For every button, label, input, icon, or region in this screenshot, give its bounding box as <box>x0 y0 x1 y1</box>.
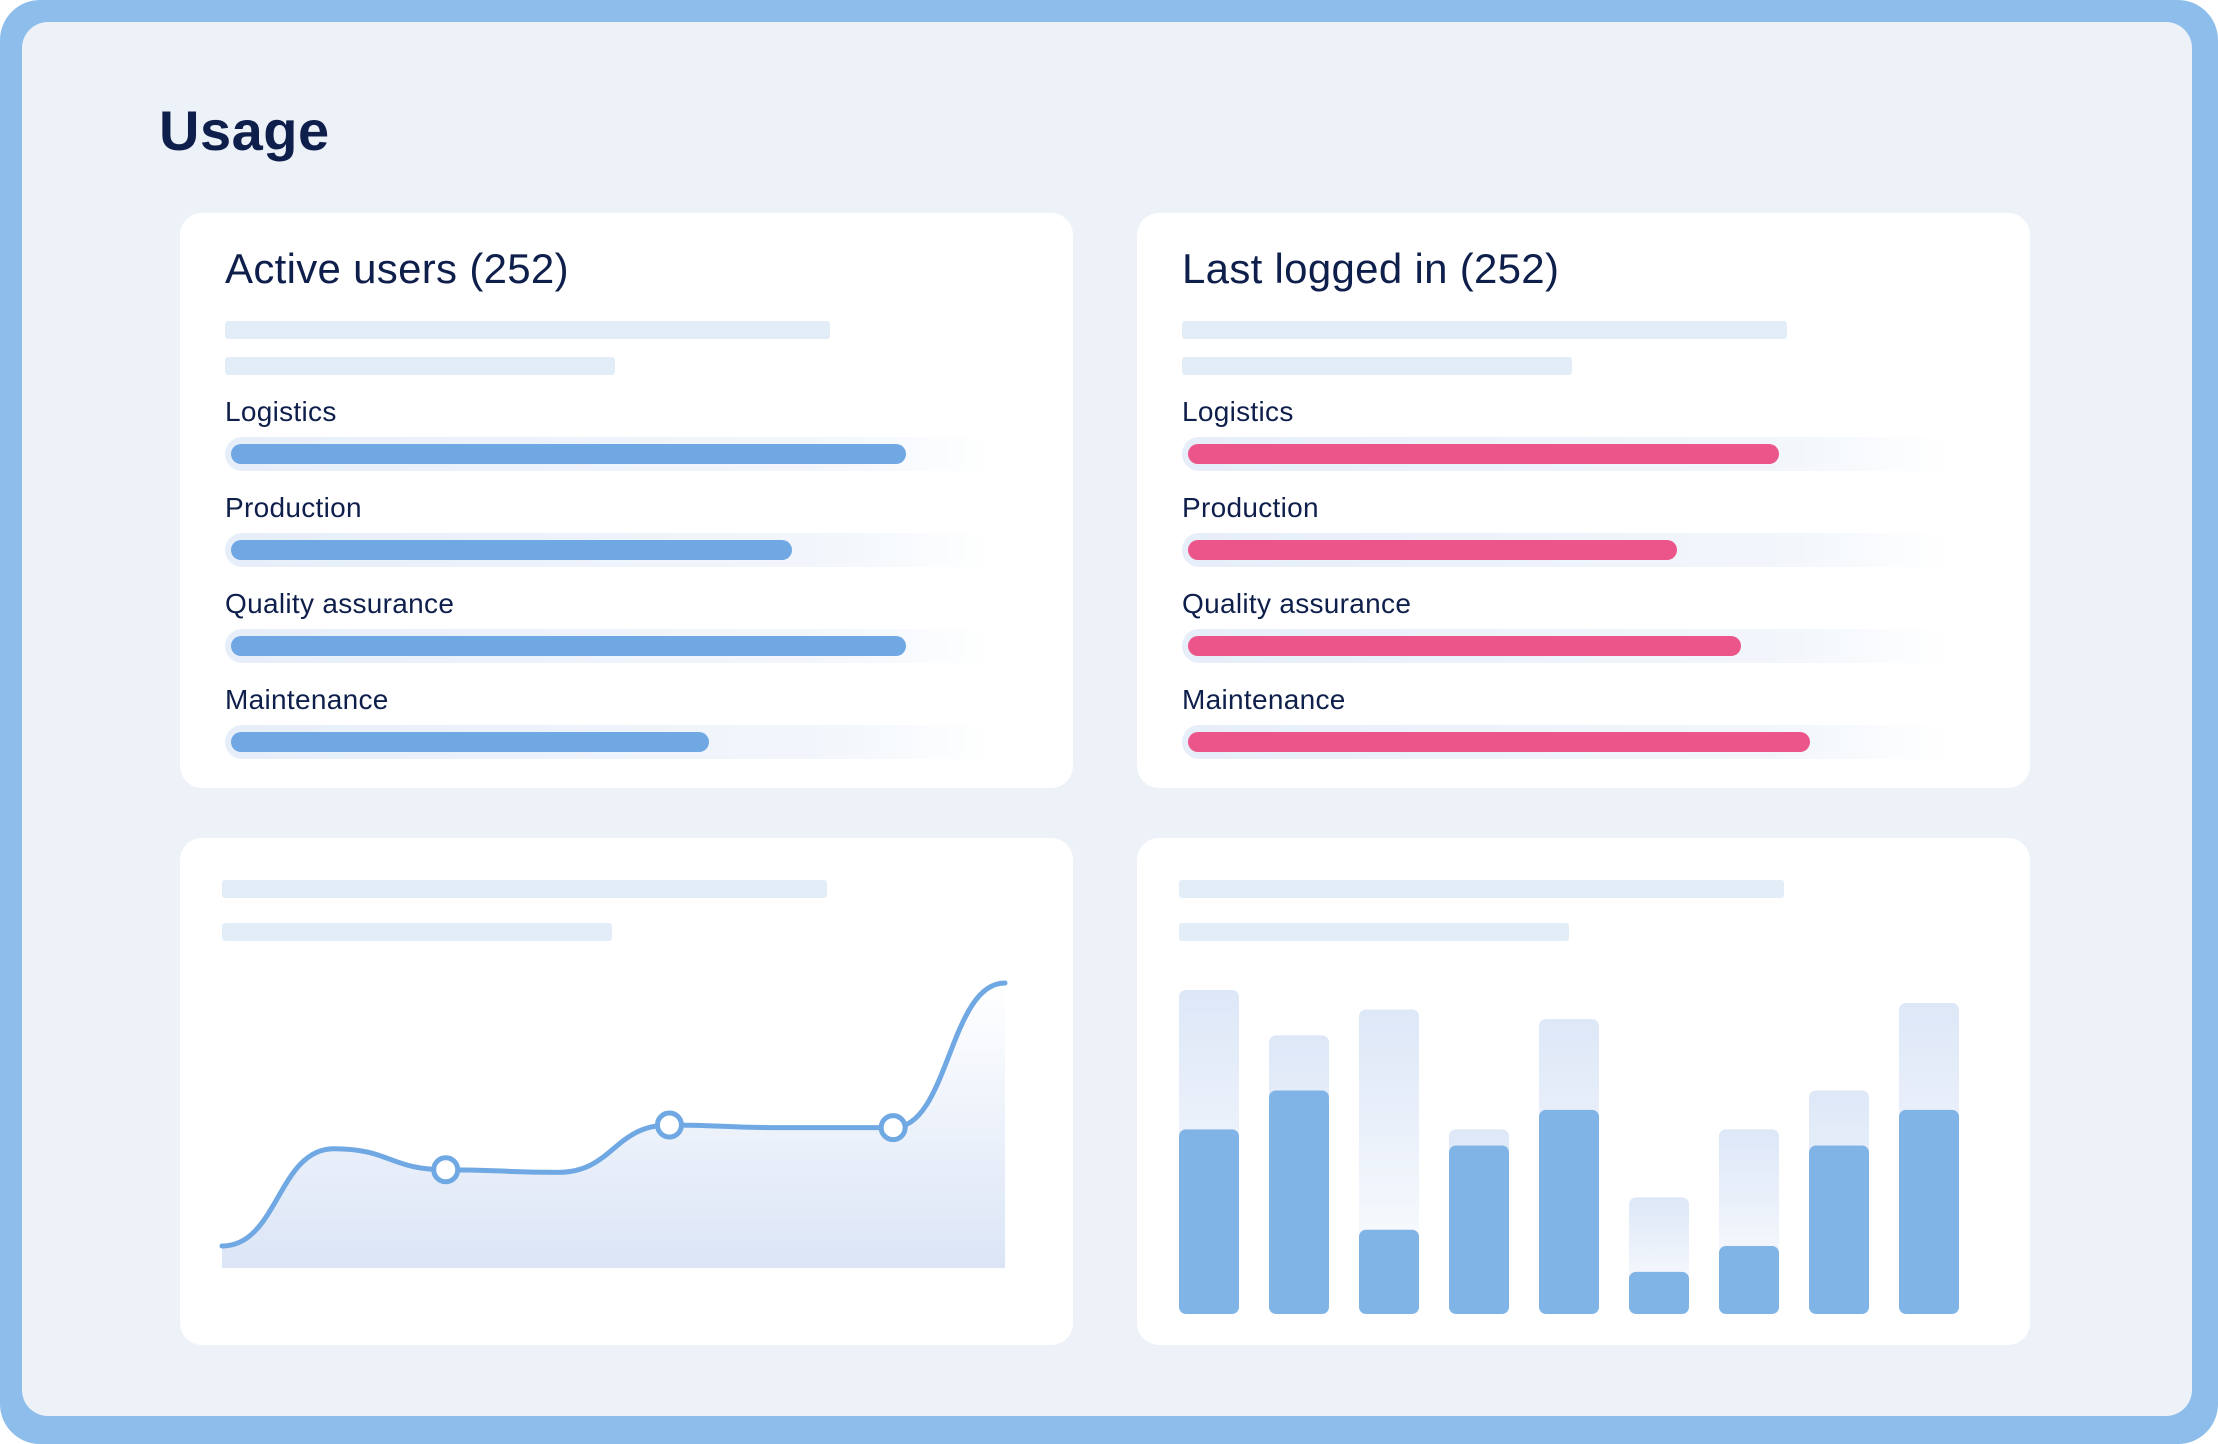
metric-label: Maintenance <box>225 684 389 715</box>
placeholder-line <box>1182 321 1787 339</box>
progress-fill <box>1188 732 1810 752</box>
placeholder-line <box>222 923 612 941</box>
bar <box>1269 1090 1329 1314</box>
progress-track <box>225 725 995 759</box>
metric-label: Production <box>225 492 362 523</box>
bar <box>1629 1271 1689 1314</box>
bar <box>1899 1109 1959 1314</box>
area-fill <box>222 983 1005 1268</box>
active-users-title: Active users (252) <box>225 245 569 292</box>
progress-track <box>1182 629 1952 663</box>
bar <box>1179 1129 1239 1314</box>
page-title: Usage <box>159 99 330 162</box>
data-point <box>654 1110 684 1140</box>
bar <box>1809 1145 1869 1314</box>
bar <box>1359 1229 1419 1314</box>
placeholder-line <box>1182 357 1572 375</box>
progress-track <box>225 629 995 663</box>
progress-fill <box>1188 540 1677 560</box>
progress-track <box>1182 533 1952 567</box>
progress-fill <box>1188 636 1741 656</box>
placeholder-line <box>225 321 830 339</box>
progress-track <box>1182 437 1952 471</box>
progress-track <box>225 437 995 471</box>
metric-label: Logistics <box>225 396 337 427</box>
progress-track <box>225 533 995 567</box>
bar <box>1449 1145 1509 1314</box>
placeholder-line <box>1179 880 1784 898</box>
area-chart-card <box>180 838 1073 1345</box>
metric-label: Maintenance <box>1182 684 1346 715</box>
placeholder-line <box>225 357 615 375</box>
progress-fill <box>231 540 792 560</box>
metric-label: Quality assurance <box>225 588 455 619</box>
metric-label: Quality assurance <box>1182 588 1412 619</box>
bar-chart-card <box>1137 838 2030 1345</box>
bar <box>1719 1245 1779 1314</box>
metric-label: Logistics <box>1182 396 1294 427</box>
progress-fill <box>231 636 906 656</box>
progress-track <box>1182 725 1952 759</box>
progress-fill <box>1188 444 1779 464</box>
metric-label: Production <box>1182 492 1319 523</box>
placeholder-line <box>1179 923 1569 941</box>
data-point <box>431 1155 461 1185</box>
bar <box>1539 1109 1599 1314</box>
placeholder-line <box>222 880 827 898</box>
last-logged-in-card: Last logged in (252) Logistics Productio… <box>1137 213 2030 788</box>
progress-fill <box>231 444 906 464</box>
last-logged-in-title: Last logged in (252) <box>1182 245 1560 292</box>
progress-fill <box>231 732 709 752</box>
active-users-card: Active users (252) Logistics Production … <box>180 213 1073 788</box>
data-point <box>878 1113 908 1143</box>
area-chart <box>219 980 1008 1268</box>
bar-chart <box>1179 990 1959 1314</box>
